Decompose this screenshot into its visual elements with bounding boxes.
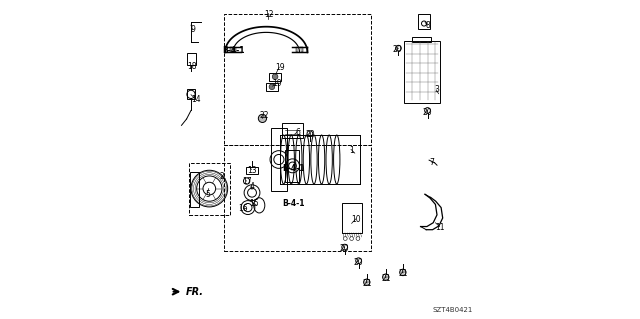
Text: B-4-1: B-4-1 [222, 46, 244, 55]
Bar [269, 72, 281, 81]
Text: 9: 9 [191, 25, 195, 34]
Text: 20: 20 [353, 258, 363, 267]
Text: 14: 14 [191, 95, 201, 104]
Text: 10: 10 [351, 215, 361, 224]
Text: 1: 1 [349, 145, 354, 154]
Text: 4: 4 [250, 182, 255, 191]
Text: SZT4B0421: SZT4B0421 [433, 307, 474, 313]
Bar [186, 53, 196, 65]
Text: 15: 15 [250, 199, 259, 208]
Text: 19: 19 [272, 79, 282, 88]
Text: 20: 20 [340, 244, 349, 253]
Bar [266, 83, 278, 91]
Text: 11: 11 [435, 223, 445, 232]
Bar [418, 14, 430, 29]
Bar [282, 123, 303, 138]
Text: B-4-1: B-4-1 [282, 165, 305, 174]
Text: 2: 2 [220, 172, 225, 182]
Bar [296, 47, 303, 52]
Text: 8: 8 [425, 21, 430, 30]
Text: 20: 20 [422, 108, 433, 117]
Text: 7: 7 [430, 158, 435, 167]
Text: B-4-1: B-4-1 [282, 199, 305, 208]
Bar [412, 37, 431, 42]
Text: 19: 19 [275, 63, 285, 72]
Text: 21: 21 [362, 279, 372, 288]
Text: 16: 16 [239, 204, 248, 213]
Text: 22: 22 [259, 111, 269, 120]
Bar [186, 89, 195, 100]
Text: 6: 6 [296, 128, 300, 137]
Text: 3: 3 [435, 85, 440, 94]
Bar [404, 41, 440, 103]
Circle shape [259, 114, 266, 122]
Text: 12: 12 [264, 10, 273, 19]
Text: 5: 5 [205, 190, 210, 199]
Bar [246, 167, 258, 174]
Text: FR.: FR. [186, 287, 204, 297]
Circle shape [272, 74, 278, 79]
Text: 21: 21 [381, 274, 390, 283]
Text: 21: 21 [398, 269, 408, 278]
Bar [342, 203, 362, 233]
Text: 20: 20 [305, 130, 315, 139]
Text: 18: 18 [187, 62, 196, 71]
Text: 20: 20 [393, 45, 403, 54]
Text: 13: 13 [247, 166, 257, 175]
Circle shape [269, 84, 275, 90]
Bar [190, 172, 199, 207]
Text: 17: 17 [242, 177, 252, 186]
Bar [230, 47, 236, 52]
